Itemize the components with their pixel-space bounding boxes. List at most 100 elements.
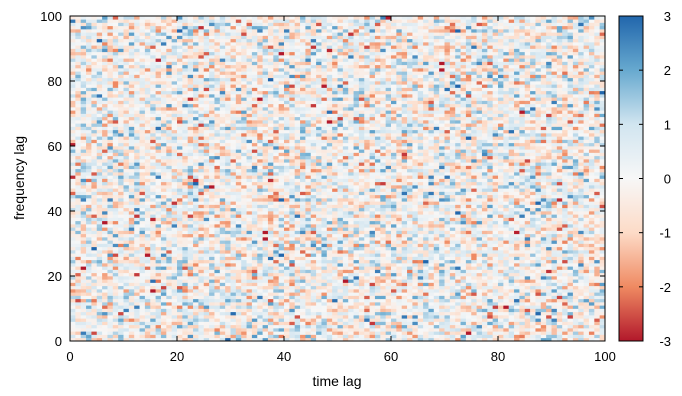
heatmap-cell [107,256,114,261]
heatmap-cell [401,253,408,257]
heatmap-cell [498,227,504,231]
heatmap-cell [230,292,237,296]
heatmap-cell [342,240,349,244]
heatmap-cell [332,321,338,326]
heatmap-cell [439,324,445,329]
heatmap-cell [503,259,510,264]
heatmap-cell [107,240,114,244]
heatmap-cell [401,256,408,261]
heatmap-cell [262,305,269,309]
heatmap-cell [214,337,221,342]
heatmap-cell [86,269,92,274]
heatmap-cell [112,318,119,322]
heatmap-cell [358,305,365,309]
heatmap-cell [251,253,258,257]
heatmap-cell [112,250,119,254]
heatmap-cell [225,295,231,300]
heatmap-cell [465,243,472,248]
heatmap-cell [262,289,269,293]
heatmap-cell [107,233,114,238]
heatmap-cell [546,272,552,277]
heatmap-cell [546,211,552,215]
heatmap-cell [209,311,215,316]
heatmap-cell [155,256,162,261]
heatmap-cell [251,289,258,293]
heatmap-cell [273,311,279,316]
heatmap-cell [481,337,488,342]
heatmap-cell [417,276,424,280]
heatmap-cell [391,207,397,212]
heatmap-cell [225,220,231,225]
heatmap-cell [225,181,231,186]
heatmap-cell [257,246,263,251]
heatmap-cell [535,315,542,319]
heatmap-cell [380,185,386,189]
heatmap-cell [508,305,515,309]
heatmap-cell [166,318,172,322]
heatmap-cell [155,263,162,267]
heatmap-cell [498,289,504,293]
heatmap-cell [289,250,296,254]
heatmap-cell [321,250,328,254]
heatmap-cell [455,311,461,316]
heatmap-cell [139,185,146,189]
heatmap-cell [177,279,183,283]
heatmap-cell [257,337,263,342]
heatmap-cell [358,298,365,303]
heatmap-cell [530,237,536,241]
heatmap-cell [444,276,451,280]
heatmap-cell [134,191,140,196]
heatmap-cell [139,292,146,296]
heatmap-cell [391,246,397,251]
heatmap-cell [337,328,344,332]
heatmap-cell [556,253,563,257]
heatmap-cell [289,331,296,335]
heatmap-cell [144,227,151,231]
heatmap-cell [321,191,328,196]
heatmap-cell [444,272,451,277]
heatmap-cell [460,214,467,218]
heatmap-cell [182,318,189,322]
heatmap-cell [503,211,510,215]
heatmap-cell [278,237,285,241]
heatmap-cell [348,230,354,235]
heatmap-cell [374,318,381,322]
heatmap-cell [417,292,424,296]
heatmap-cell [262,292,269,296]
heatmap-cell [214,181,221,186]
heatmap-cell [396,263,403,267]
heatmap-cell [588,295,595,300]
heatmap-cell [348,308,354,313]
heatmap-cell [514,240,520,244]
heatmap-cell [230,318,237,322]
heatmap-cell [123,331,130,335]
heatmap-cell [160,250,167,254]
heatmap-cell [428,233,435,238]
heatmap-cell [578,224,584,228]
heatmap-cell [369,331,376,335]
heatmap-cell [75,227,82,231]
heatmap-cell [514,224,520,228]
heatmap-cell [257,230,263,235]
heatmap-cell [326,318,333,322]
heatmap-cell [444,217,451,222]
heatmap-cell [364,181,370,186]
heatmap-cell [326,253,333,257]
heatmap-cell [551,334,558,339]
heatmap-cell [546,259,552,264]
heatmap-cell [203,233,210,238]
heatmap-cell [150,253,156,257]
heatmap-cell [583,198,590,202]
heatmap-cell [514,211,520,215]
heatmap-cell [203,308,210,313]
heatmap-cell [407,188,413,192]
heatmap-cell [428,337,435,342]
heatmap-cell [96,204,103,209]
heatmap-cell [235,305,242,309]
heatmap-cell [476,324,483,329]
heatmap-cell [267,181,274,186]
heatmap-cell [284,308,290,313]
heatmap-cell [139,207,146,212]
heatmap-cell [321,224,328,228]
heatmap-cell [556,337,563,342]
